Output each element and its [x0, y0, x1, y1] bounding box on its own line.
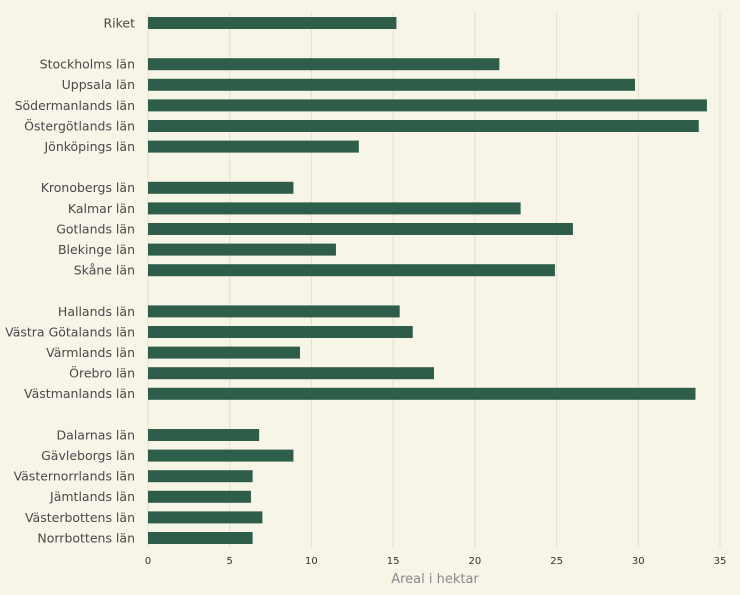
- category-label-18: Västernorrlands län: [14, 469, 135, 484]
- grid-lines: [147, 12, 721, 548]
- bar-9[interactable]: [148, 243, 336, 256]
- category-label-13: Värmlands län: [46, 345, 135, 360]
- x-tick-labels: 0 5 10 15 20 25 30 35: [145, 556, 727, 567]
- bar-2[interactable]: [148, 78, 636, 91]
- bar-21[interactable]: [148, 532, 253, 544]
- category-label-21: Norrbottens län: [37, 530, 135, 545]
- category-label-14: Örebro län: [69, 365, 135, 381]
- category-label-9: Blekinge län: [58, 242, 135, 257]
- bar-1[interactable]: [148, 58, 500, 71]
- x-axis-title: Areal i hektar: [391, 572, 479, 587]
- category-label-19: Jämtlands län: [49, 489, 135, 504]
- bar-0[interactable]: [148, 17, 397, 29]
- category-label-12: Västra Götalands län: [5, 324, 135, 339]
- bar-16[interactable]: [148, 429, 260, 441]
- bar-15[interactable]: [148, 387, 696, 400]
- x-tick-label-25: 25: [550, 556, 563, 567]
- category-label-4: Östergötlands län: [24, 117, 135, 133]
- bar-3[interactable]: [148, 99, 707, 112]
- bar-8[interactable]: [148, 223, 573, 235]
- x-tick-label-20: 20: [468, 556, 481, 567]
- x-tick-label-35: 35: [714, 556, 727, 567]
- bar-5[interactable]: [148, 140, 359, 153]
- category-label-6: Kronobergs län: [41, 180, 135, 195]
- category-label-17: Gävleborgs län: [41, 448, 135, 463]
- x-tick-label-10: 10: [305, 556, 318, 567]
- category-label-8: Gotlands län: [56, 221, 135, 236]
- bar-19[interactable]: [148, 490, 251, 503]
- x-tick-label-15: 15: [387, 556, 400, 567]
- bar-17[interactable]: [148, 449, 294, 462]
- bar-4[interactable]: [148, 120, 699, 132]
- category-label-20: Västerbottens län: [25, 510, 135, 525]
- category-label-0: Riket: [103, 15, 135, 30]
- bar-18[interactable]: [148, 470, 253, 483]
- category-label-7: Kalmar län: [68, 201, 135, 216]
- bar-6[interactable]: [148, 181, 294, 194]
- category-labels: Riket Stockholms län Uppsala län Södermanla…: [5, 15, 135, 545]
- category-label-2: Uppsala län: [62, 77, 135, 92]
- x-tick-label-30: 30: [632, 556, 645, 567]
- bar-13[interactable]: [148, 346, 300, 359]
- category-label-1: Stockholms län: [40, 57, 135, 72]
- category-label-16: Dalarnas län: [57, 427, 135, 442]
- bars: [148, 17, 707, 544]
- category-label-5: Jönköpings län: [43, 139, 135, 154]
- category-label-11: Hallands län: [58, 304, 135, 319]
- bar-12[interactable]: [148, 326, 413, 338]
- bar-11[interactable]: [148, 305, 400, 318]
- x-tick-label-5: 5: [227, 556, 233, 567]
- category-label-3: Södermanlands län: [15, 98, 135, 113]
- category-label-15: Västmanlands län: [24, 386, 135, 401]
- bar-14[interactable]: [148, 367, 434, 380]
- bar-7[interactable]: [148, 202, 521, 215]
- bar-10[interactable]: [148, 264, 555, 277]
- bar-20[interactable]: [148, 511, 263, 524]
- category-label-10: Skåne län: [74, 263, 135, 278]
- x-tick-label-0: 0: [145, 556, 151, 567]
